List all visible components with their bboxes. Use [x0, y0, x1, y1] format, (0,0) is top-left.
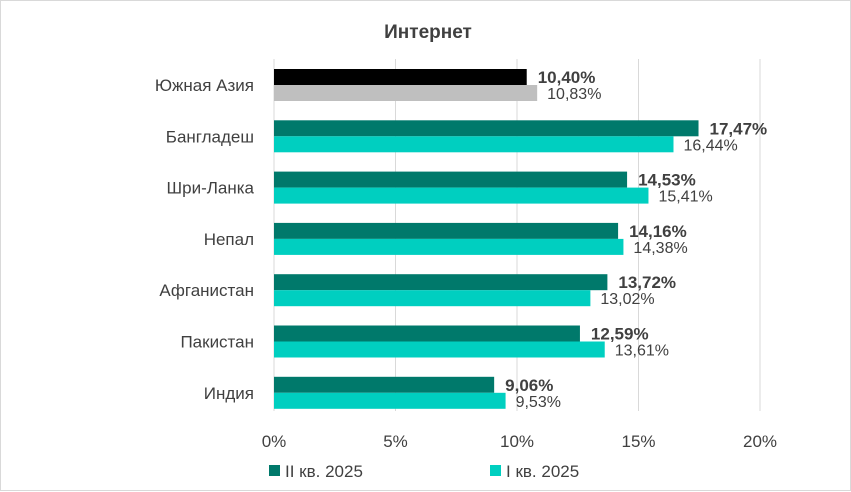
bar	[274, 85, 538, 101]
bar	[274, 290, 591, 307]
bar	[274, 171, 628, 188]
legend-label-q1: I кв. 2025	[506, 462, 579, 481]
data-label: 17,47%	[710, 119, 768, 138]
bar	[274, 120, 699, 137]
data-label: 12,59%	[591, 325, 649, 344]
category-label: Шри-Ланка	[167, 179, 255, 198]
bar	[274, 274, 608, 291]
data-label: 9,53%	[516, 394, 561, 411]
category-label: Непал	[204, 230, 254, 249]
bar	[274, 187, 649, 204]
x-tick-label: 15%	[621, 432, 655, 451]
category-label: Южная Азия	[155, 76, 254, 95]
data-label: 10,83%	[547, 86, 601, 103]
x-tick-label: 5%	[383, 432, 408, 451]
x-tick-label: 20%	[743, 432, 777, 451]
category-label: Афганистан	[159, 281, 254, 300]
legend: II кв. 2025 I кв. 2025	[269, 462, 579, 481]
data-label: 13,02%	[600, 291, 654, 308]
bar	[274, 325, 580, 342]
chart-title: Интернет	[384, 22, 472, 43]
bar	[274, 69, 527, 85]
bar	[274, 222, 619, 239]
category-label: Пакистан	[180, 333, 254, 352]
data-label: 16,44%	[683, 137, 737, 154]
x-tick-label: 10%	[500, 432, 534, 451]
bar	[274, 238, 624, 255]
bar	[274, 341, 605, 358]
category-label: Индия	[204, 384, 254, 403]
data-label: 13,72%	[618, 273, 676, 292]
data-label: 14,53%	[638, 171, 696, 190]
legend-label-q2: II кв. 2025	[285, 462, 363, 481]
data-label: 14,38%	[633, 240, 687, 257]
legend-swatch-q2	[269, 465, 280, 476]
data-label: 9,06%	[505, 376, 553, 395]
x-tick-label: 0%	[262, 432, 287, 451]
bar-layer	[274, 69, 699, 409]
data-label: 14,16%	[629, 222, 687, 241]
data-label: 10,40%	[538, 68, 596, 87]
legend-swatch-q1	[490, 465, 501, 476]
data-label: 15,41%	[658, 189, 712, 206]
bar	[274, 392, 506, 409]
data-label: 13,61%	[615, 343, 669, 360]
label-layer: 0% 5% 10% 15% 20% Южная Азия 10,40%10,83% Бангл…	[155, 68, 777, 451]
bar	[274, 376, 495, 393]
category-label: Бангладеш	[166, 127, 254, 146]
bar	[274, 136, 674, 153]
